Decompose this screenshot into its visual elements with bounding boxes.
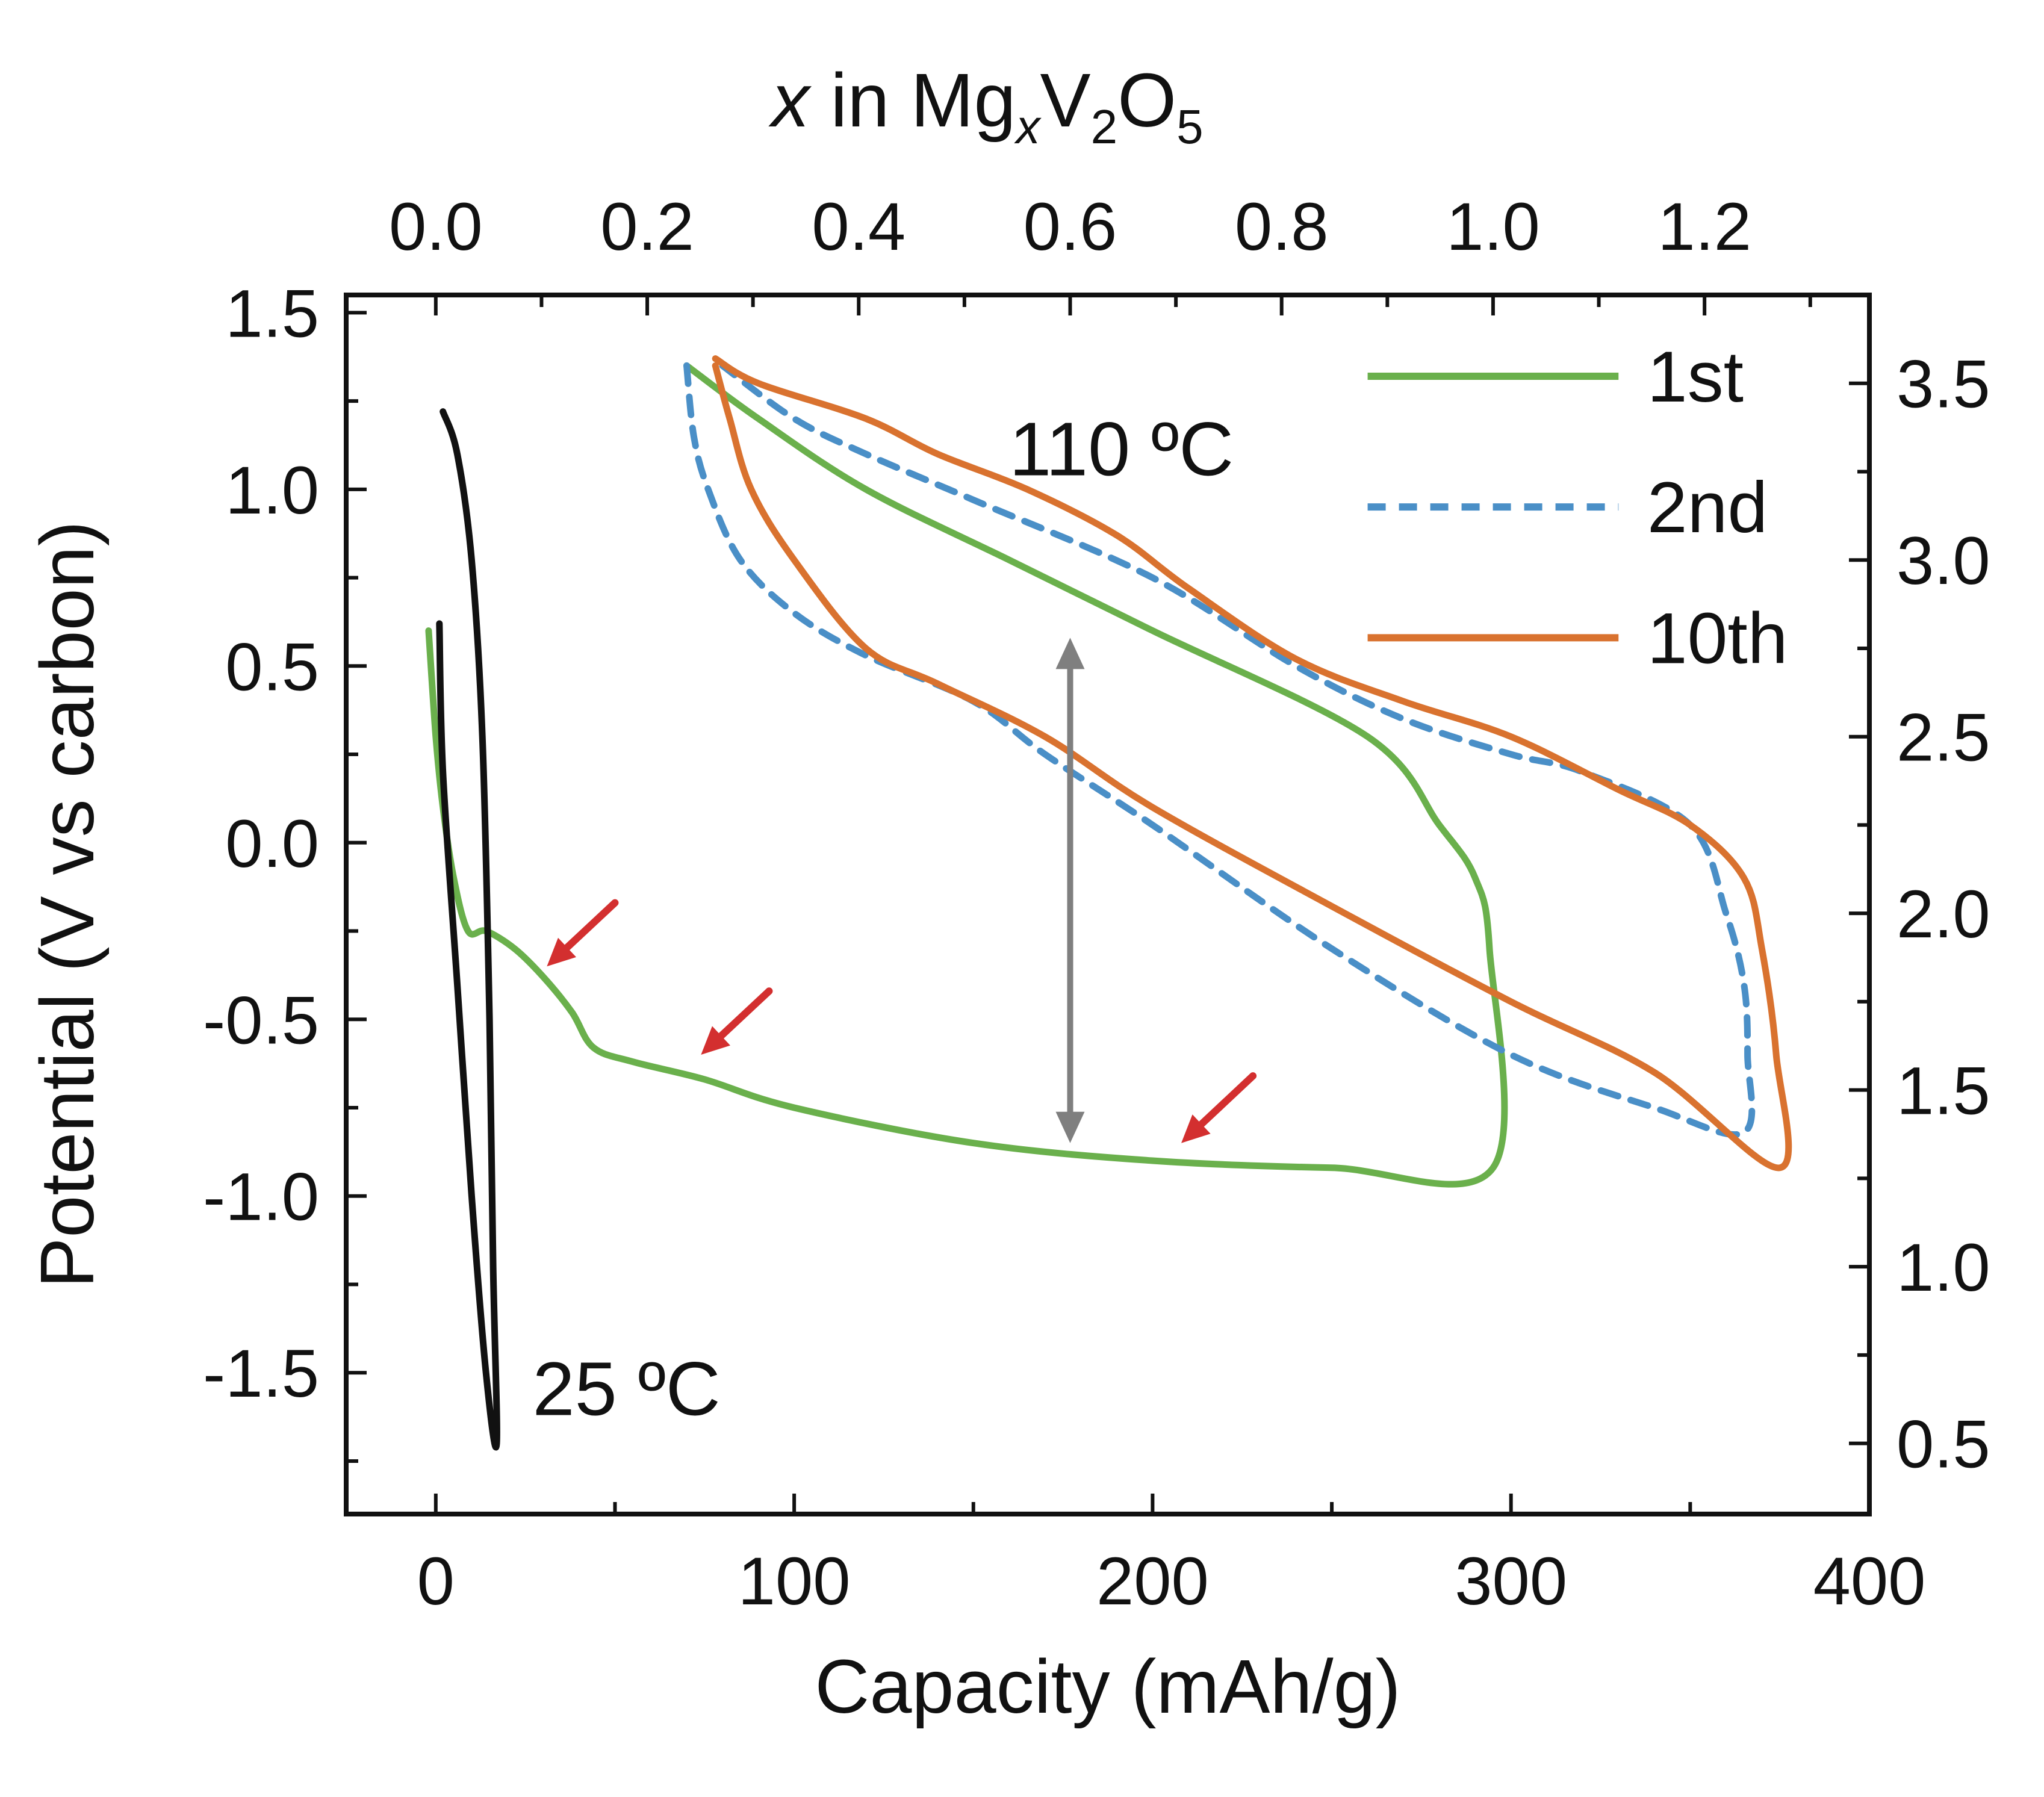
series-line-25c	[436, 408, 500, 1451]
top-axis-title: x in MgxV2O5	[768, 58, 1203, 154]
top-axis-title-in: in	[809, 58, 910, 143]
top-tick-label: 0.2	[600, 189, 694, 264]
red-arrow-shaft	[563, 899, 619, 951]
series-line-2nd	[683, 362, 1756, 1138]
top-axis-title-mg: Mg	[910, 58, 1016, 143]
top-tick-label: 0.8	[1235, 189, 1329, 264]
y-tick-label: -1.0	[203, 1159, 319, 1235]
axis-ticks	[346, 293, 1871, 1514]
x-tick-label: 0	[417, 1544, 455, 1619]
top-tick-label: 1.0	[1446, 189, 1540, 264]
legend-label-10th: 10th	[1647, 598, 1788, 678]
double-arrow-head-up	[1055, 638, 1085, 669]
y-tick-label: 0.0	[225, 806, 319, 881]
legend-label-2nd: 2nd	[1647, 467, 1768, 548]
annotation-110c: 110 ºC	[1009, 406, 1234, 491]
y-tick-label: -0.5	[203, 982, 319, 1058]
annotation-arrows	[547, 638, 1257, 1143]
right-tick-label: 1.5	[1896, 1054, 1990, 1129]
series-line-10th	[712, 355, 1792, 1172]
x-tick-label: 200	[1096, 1544, 1209, 1619]
y-tick-label: 0.5	[225, 629, 319, 704]
top-tick-label: 0.0	[389, 189, 483, 264]
y-tick-label: 1.5	[225, 276, 319, 351]
plot-area-frame	[344, 293, 1872, 1516]
x-axis-title: Capacity (mAh/g)	[815, 1644, 1400, 1729]
red-arrow-head	[701, 1026, 730, 1055]
right-tick-label: 3.5	[1896, 347, 1990, 422]
y-axis-title: Potential (V vs carbon)	[25, 521, 110, 1288]
double-arrow-head-down	[1055, 1111, 1085, 1143]
top-tick-label: 0.4	[812, 189, 906, 264]
right-tick-label: 2.0	[1896, 877, 1990, 952]
legend: 1st 2nd 10th	[1367, 337, 1788, 678]
top-axis-title-sub-2: 2	[1091, 100, 1118, 154]
series-lines	[425, 355, 1792, 1451]
legend-label-1st: 1st	[1647, 337, 1744, 417]
right-tick-label: 1.0	[1896, 1230, 1990, 1305]
top-axis-title-v: V	[1040, 58, 1091, 143]
top-axis-title-x: x	[768, 58, 812, 143]
red-arrow-head	[1181, 1114, 1211, 1143]
x-tick-label: 300	[1455, 1544, 1567, 1619]
red-arrow-shaft	[1198, 1072, 1257, 1128]
y-tick-label: 1.0	[225, 453, 319, 528]
x-tick-label: 400	[1813, 1544, 1926, 1619]
right-tick-label: 0.5	[1896, 1407, 1990, 1482]
right-tick-label: 3.0	[1896, 523, 1990, 598]
red-arrow-shaft	[717, 987, 773, 1040]
top-axis-title-sub-5: 5	[1176, 100, 1204, 154]
top-tick-label: 1.2	[1657, 189, 1751, 264]
top-axis-title-sub-x: x	[1014, 100, 1042, 154]
annotation-25c: 25 ºC	[533, 1347, 721, 1432]
red-arrow-head	[547, 937, 576, 967]
y-tick-label: -1.5	[203, 1336, 319, 1411]
top-axis-title-o: O	[1117, 58, 1176, 143]
top-tick-label: 0.6	[1024, 189, 1117, 264]
tick-labels: 0 100 200 300 400 0.0 0.2 0.4 0.6 0.8 1.0 1.2 -1.5 -1…	[203, 189, 1990, 1619]
right-tick-label: 2.5	[1896, 700, 1990, 775]
x-tick-label: 100	[738, 1544, 851, 1619]
